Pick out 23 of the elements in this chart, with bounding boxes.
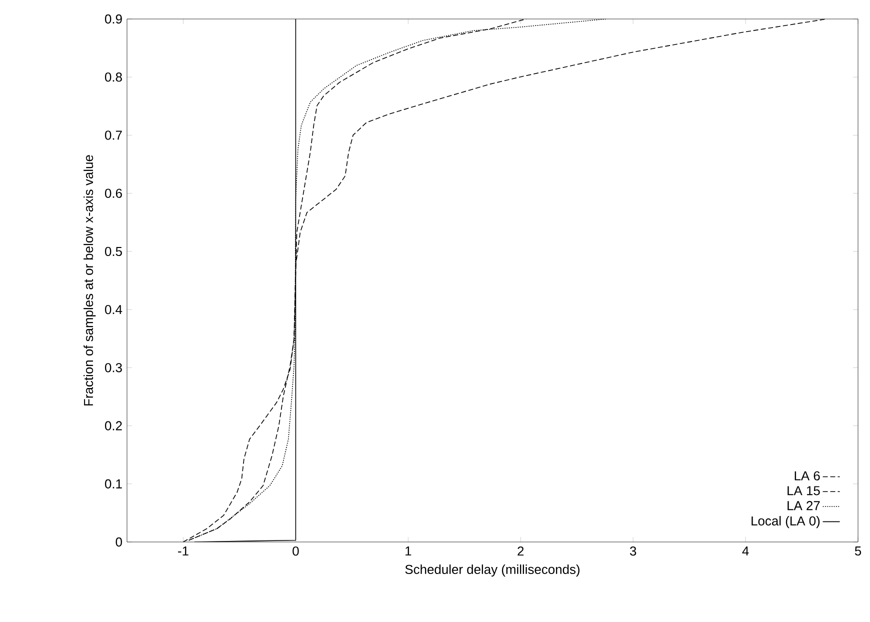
x-tick-label: 1: [406, 546, 412, 556]
y-tick-label: 0: [116, 537, 122, 547]
y-tick-label: 0.1: [104, 479, 122, 488]
y-tick-label: 0.6: [104, 188, 122, 198]
x-axis-title: Scheduler delay (milliseconds): [405, 564, 580, 577]
x-tick-label: 0: [292, 546, 299, 556]
y-tick-label: 0.8: [104, 72, 122, 82]
x-tick-label: 4: [742, 546, 749, 556]
y-tick-label: 0.4: [104, 304, 122, 314]
y-tick-label: 0.2: [104, 421, 122, 430]
x-tick-label: 5: [854, 546, 862, 556]
x-tick-label: 3: [630, 546, 636, 556]
x-tick-label: -1: [178, 546, 188, 556]
legend-label: LA 15: [788, 486, 820, 496]
y-tick-label: 0.3: [104, 363, 122, 372]
y-axis-title: Fraction of samples at or below x-axis value: [84, 155, 96, 406]
legend-label: Local (LA 0): [752, 516, 820, 528]
y-tick-label: 0.9: [104, 14, 122, 24]
x-tick-label: 2: [518, 546, 524, 556]
legend-label: LA 6: [794, 471, 820, 480]
legend-label: LA 27: [788, 501, 820, 510]
y-tick-label: 0.5: [104, 246, 122, 256]
y-tick-label: 0.7: [104, 130, 122, 140]
